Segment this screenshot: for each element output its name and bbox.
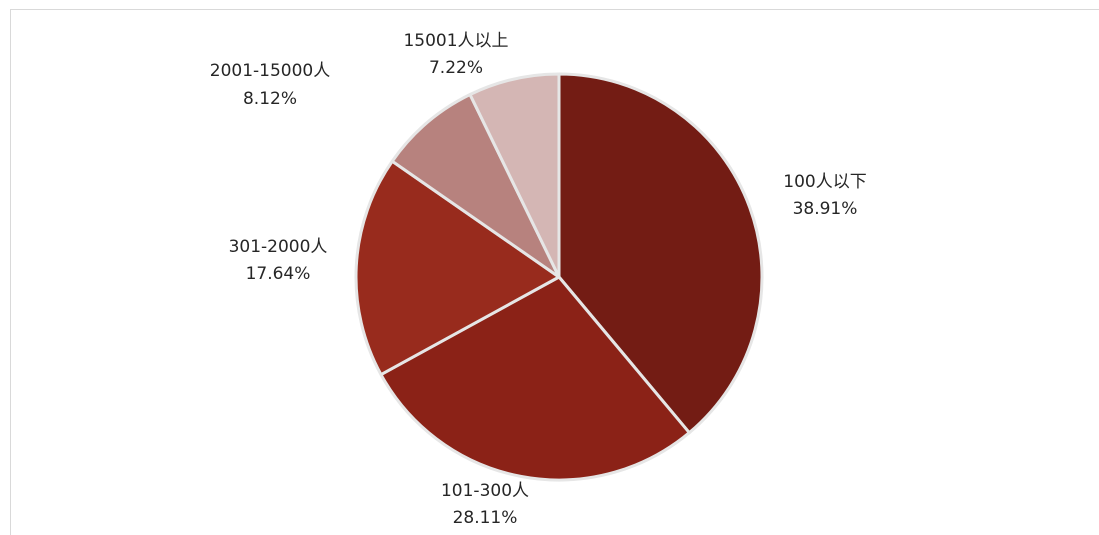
slice-category-label: 301-2000人: [229, 237, 328, 257]
slice-category-label: 101-300人: [441, 481, 529, 501]
pie-slice-4: [390, 93, 561, 279]
pie-slices: [354, 72, 764, 482]
slice-value-label: 8.12%: [243, 89, 297, 109]
slice-value-label: 38.91%: [793, 199, 858, 219]
slice-value-label: 7.22%: [429, 58, 483, 78]
slice-category-label: 15001人以上: [403, 31, 508, 51]
pie-slice-1: [557, 72, 764, 435]
slice-category-label: 2001-15000人: [210, 61, 330, 81]
slice-category-label: 100人以下: [783, 172, 866, 192]
pie-slice-5: [468, 72, 561, 279]
pie-slice-3: [354, 159, 561, 377]
slice-labels: 100人以下 38.91% 101-300人 28.11% 301-2000人 17.64…: [210, 31, 867, 528]
slice-value-label: 17.64%: [246, 264, 311, 284]
slice-value-label: 28.11%: [453, 508, 518, 528]
pie-slice-2: [379, 275, 691, 482]
